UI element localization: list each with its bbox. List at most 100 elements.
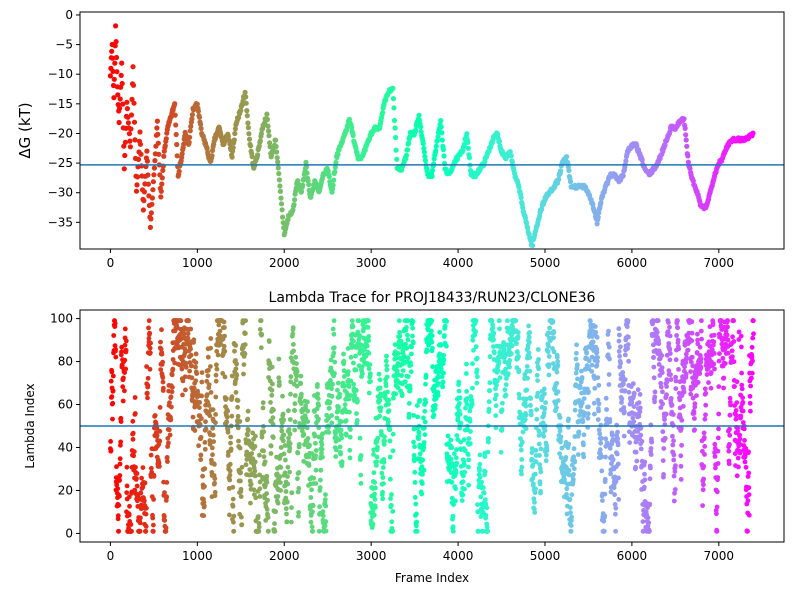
lambda-point	[673, 463, 678, 468]
lambda-point	[110, 400, 116, 406]
delta-g-point	[422, 158, 429, 164]
lambda-point	[486, 439, 491, 445]
lambda-point	[112, 343, 118, 348]
lambda-point	[265, 497, 270, 503]
lambda-point	[595, 355, 600, 360]
lambda-point	[491, 330, 497, 336]
lambda-point	[280, 393, 285, 399]
lambda-point	[225, 429, 231, 435]
lambda-point	[151, 522, 156, 528]
lambda-point	[292, 408, 297, 413]
delta-g-point	[598, 200, 604, 206]
delta-g-point	[595, 214, 601, 220]
lambda-point	[133, 464, 138, 470]
delta-g-point	[255, 152, 261, 158]
lambda-point	[128, 522, 134, 527]
lambda-point	[704, 372, 710, 377]
lambda-point	[205, 373, 211, 379]
lambda-point	[243, 318, 249, 324]
lambda-point	[323, 492, 328, 497]
lambda-point	[716, 426, 721, 432]
lambda-point	[411, 439, 416, 445]
lambda-point	[534, 407, 539, 412]
delta-g-point	[249, 154, 255, 160]
delta-g-point	[466, 155, 473, 161]
delta-g-point	[137, 129, 143, 135]
delta-g-point	[141, 198, 147, 204]
lambda-point	[168, 394, 174, 400]
lambda-point	[671, 438, 676, 444]
lambda-point	[311, 475, 317, 481]
lambda-point	[147, 366, 153, 372]
lambda-point	[398, 341, 404, 346]
lambda-point	[202, 440, 208, 445]
lambda-point	[749, 375, 754, 381]
lambda-point	[634, 458, 640, 464]
lambda-point	[663, 411, 669, 417]
lambda-point	[282, 470, 288, 476]
lambda-point	[431, 412, 437, 418]
lambda-point	[404, 345, 409, 351]
lambda-point	[283, 457, 288, 463]
lambda-point	[636, 413, 642, 419]
delta-g-point	[465, 145, 471, 151]
lambda-point	[592, 385, 598, 391]
lambda-point	[222, 374, 228, 380]
lambda-point	[305, 419, 311, 424]
lambda-point	[589, 354, 595, 360]
lambda-point	[109, 369, 115, 375]
lambda-point	[182, 374, 188, 380]
delta-g-point	[276, 177, 282, 183]
lambda-point	[146, 336, 152, 341]
lambda-point	[599, 454, 604, 459]
lambda-point	[366, 318, 371, 324]
lambda-point	[490, 325, 496, 331]
lambda-point	[676, 367, 681, 372]
lambda-point	[573, 370, 579, 376]
lambda-point	[185, 335, 191, 341]
lambda-point	[305, 436, 311, 441]
bot-x-tick-label: 5000	[530, 549, 561, 563]
lambda-point	[454, 433, 460, 438]
lambda-point	[523, 403, 529, 409]
lambda-point	[715, 448, 721, 454]
lambda-point	[606, 382, 612, 387]
delta-g-point	[113, 39, 119, 45]
delta-g-point	[119, 80, 125, 87]
lambda-point	[193, 378, 199, 384]
lambda-point	[366, 390, 372, 396]
lambda-point	[272, 528, 278, 534]
lambda-point	[461, 462, 467, 468]
lambda-point	[288, 519, 294, 525]
lambda-point	[734, 400, 740, 405]
lambda-point	[475, 502, 480, 507]
lambda-point	[384, 353, 389, 359]
lambda-point	[516, 354, 521, 359]
lambda-point	[341, 358, 347, 364]
lambda-point	[291, 348, 296, 354]
lambda-point	[278, 480, 283, 485]
lambda-point	[570, 476, 576, 482]
lambda-point	[331, 331, 337, 337]
lambda-point	[667, 333, 673, 339]
lambda-point	[200, 473, 206, 479]
lambda-point	[527, 330, 532, 335]
lambda-point	[735, 455, 741, 461]
delta-g-point	[248, 143, 254, 149]
lambda-point	[372, 480, 378, 485]
delta-g-point	[439, 137, 445, 143]
lambda-point	[596, 382, 602, 388]
lambda-point	[296, 442, 302, 447]
lambda-point	[594, 363, 600, 368]
lambda-point	[245, 416, 251, 422]
bot-x-tick-label: 1000	[182, 549, 213, 563]
lambda-point	[625, 342, 631, 347]
delta-g-point	[558, 168, 564, 174]
lambda-point	[714, 528, 720, 534]
delta-g-point	[418, 124, 424, 130]
lambda-point	[593, 329, 599, 335]
lambda-point	[444, 319, 449, 324]
lambda-point	[473, 318, 479, 324]
lambda-point	[667, 351, 673, 356]
lambda-point	[261, 448, 266, 454]
